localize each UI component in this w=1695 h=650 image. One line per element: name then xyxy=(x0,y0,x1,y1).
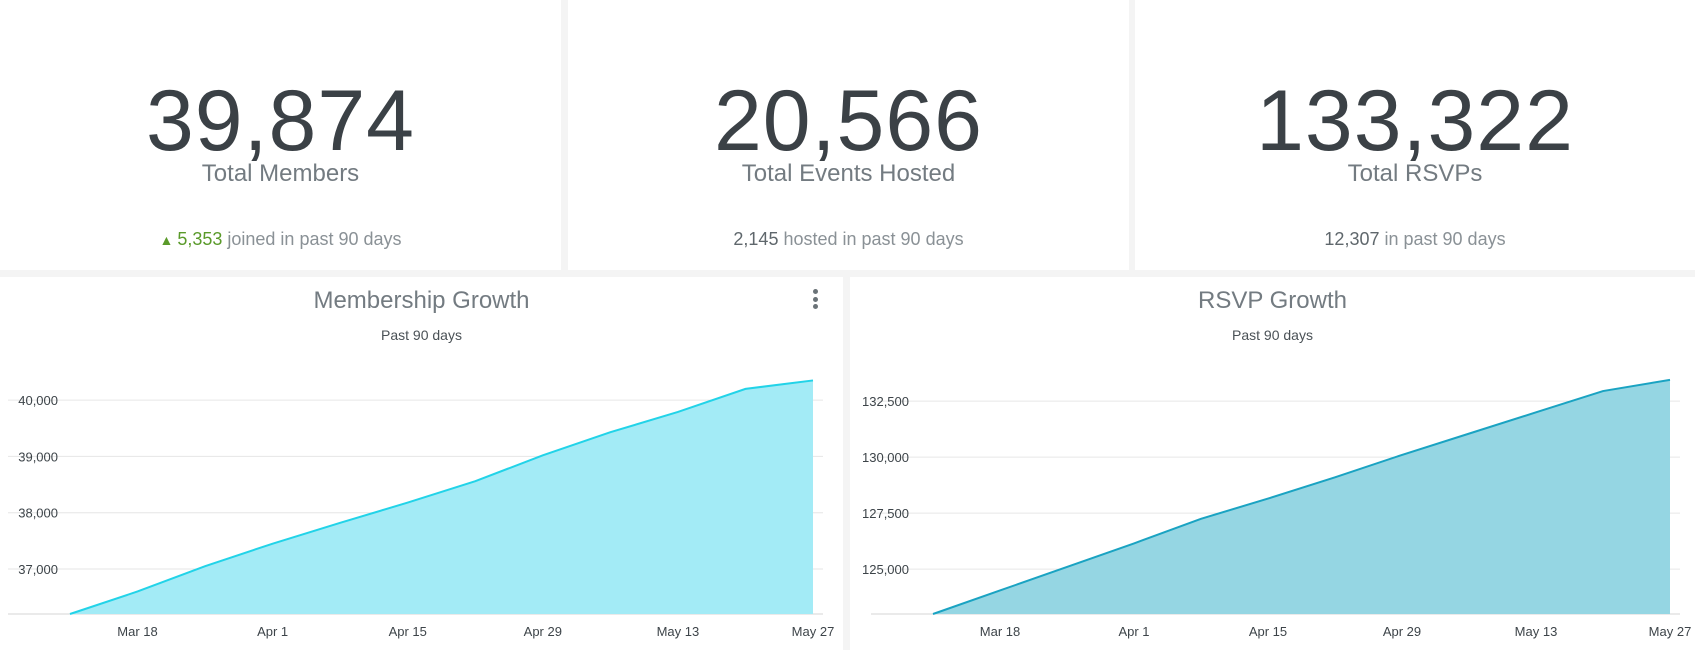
x-tick-label: Mar 18 xyxy=(117,624,157,639)
data-point[interactable] xyxy=(1399,452,1405,458)
data-point[interactable] xyxy=(1533,409,1539,415)
data-point[interactable] xyxy=(607,429,613,435)
membership-growth-chart: 37,000 38,000 39,000 40,000 Mar 18 Apr 1 Apr 1… xyxy=(8,377,835,639)
series-line xyxy=(69,379,814,615)
members-delta-value: 5,353 xyxy=(177,229,223,249)
membership-chart-title: Membership Growth xyxy=(313,287,530,314)
trend-up-icon: ▲ xyxy=(159,232,174,248)
data-point[interactable] xyxy=(270,541,276,547)
x-tick-label: Apr 29 xyxy=(1383,624,1421,639)
data-point[interactable] xyxy=(1466,431,1472,437)
total-rsvps-label: Total RSVPs xyxy=(1347,160,1483,187)
data-point[interactable] xyxy=(405,500,411,506)
data-point[interactable] xyxy=(472,478,478,484)
membership-chart-subtitle: Past 90 days xyxy=(381,327,462,343)
events-delta-text: hosted in past 90 days xyxy=(783,229,964,249)
y-tick-label: 38,000 xyxy=(18,506,58,521)
y-tick-label: 125,000 xyxy=(862,562,909,577)
events-delta: 2,145 hosted in past 90 days xyxy=(568,229,1129,250)
x-tick-label: May 13 xyxy=(1515,624,1558,639)
total-members-value: 39,874 xyxy=(145,73,416,169)
x-tick-label: Apr 15 xyxy=(389,624,427,639)
y-tick-label: 130,000 xyxy=(862,450,909,465)
area-fill xyxy=(70,380,813,614)
x-tick-label: May 13 xyxy=(657,624,700,639)
x-tick-label: Apr 1 xyxy=(257,624,288,639)
data-point[interactable] xyxy=(1265,496,1271,502)
y-tick-label: 39,000 xyxy=(18,449,58,464)
x-tick-label: May 27 xyxy=(792,624,835,639)
x-tick-label: Apr 15 xyxy=(1249,624,1287,639)
area-fill xyxy=(933,379,1670,614)
x-tick-label: Apr 1 xyxy=(1118,624,1149,639)
more-options-icon[interactable] xyxy=(809,289,821,313)
data-point[interactable] xyxy=(810,377,816,383)
data-point[interactable] xyxy=(997,587,1003,593)
stat-card-events: 20,566 Total Events Hosted 2,145 hosted … xyxy=(568,0,1129,270)
rsvp-growth-card: RSVP Growth Past 90 days 125,000 127,500 1… xyxy=(850,277,1695,650)
rsvp-chart-subtitle: Past 90 days xyxy=(1232,327,1313,343)
total-rsvps-value: 133,322 xyxy=(1256,73,1574,169)
total-members-label: Total Members xyxy=(201,160,360,187)
membership-growth-card: Membership Growth Past 90 days 37,000 38,… xyxy=(0,277,843,650)
series-line xyxy=(932,378,1671,615)
y-tick-label: 127,500 xyxy=(862,506,909,521)
members-delta: ▲ 5,353 joined in past 90 days xyxy=(0,229,561,250)
x-tick-label: Apr 29 xyxy=(524,624,562,639)
y-tick-label: 132,500 xyxy=(862,394,909,409)
data-point[interactable] xyxy=(1064,564,1070,570)
rsvps-delta: 12,307 in past 90 days xyxy=(1135,229,1695,250)
rsvp-chart-title: RSVP Growth xyxy=(1198,287,1347,314)
data-point[interactable] xyxy=(202,563,208,569)
events-delta-value: 2,145 xyxy=(733,229,779,249)
data-point[interactable] xyxy=(1131,540,1137,546)
x-tick-label: May 27 xyxy=(1649,624,1692,639)
total-events-value: 20,566 xyxy=(713,73,984,169)
y-tick-label: 40,000 xyxy=(18,393,58,408)
data-point[interactable] xyxy=(675,409,681,415)
y-tick-label: 37,000 xyxy=(18,562,58,577)
rsvps-delta-text: in past 90 days xyxy=(1384,229,1506,249)
total-events-label: Total Events Hosted xyxy=(741,160,956,187)
data-point[interactable] xyxy=(1600,388,1606,394)
data-point[interactable] xyxy=(1332,474,1338,480)
members-delta-text: joined in past 90 days xyxy=(227,229,402,249)
x-tick-label: Mar 18 xyxy=(980,624,1020,639)
stat-card-rsvps: 133,322 Total RSVPs 12,307 in past 90 da… xyxy=(1135,0,1695,270)
rsvp-growth-chart: 125,000 127,500 130,000 132,500 Mar 18 Apr 1 A… xyxy=(862,377,1692,639)
data-point[interactable] xyxy=(1198,516,1204,522)
rsvps-delta-value: 12,307 xyxy=(1324,229,1380,249)
data-point[interactable] xyxy=(135,588,141,594)
data-point[interactable] xyxy=(540,452,546,458)
data-point[interactable] xyxy=(67,611,73,617)
data-point[interactable] xyxy=(1667,377,1673,383)
data-point[interactable] xyxy=(337,520,343,526)
data-point[interactable] xyxy=(930,611,936,617)
data-point[interactable] xyxy=(742,386,748,392)
stat-card-members: 39,874 Total Members ▲ 5,353 joined in pa… xyxy=(0,0,561,270)
